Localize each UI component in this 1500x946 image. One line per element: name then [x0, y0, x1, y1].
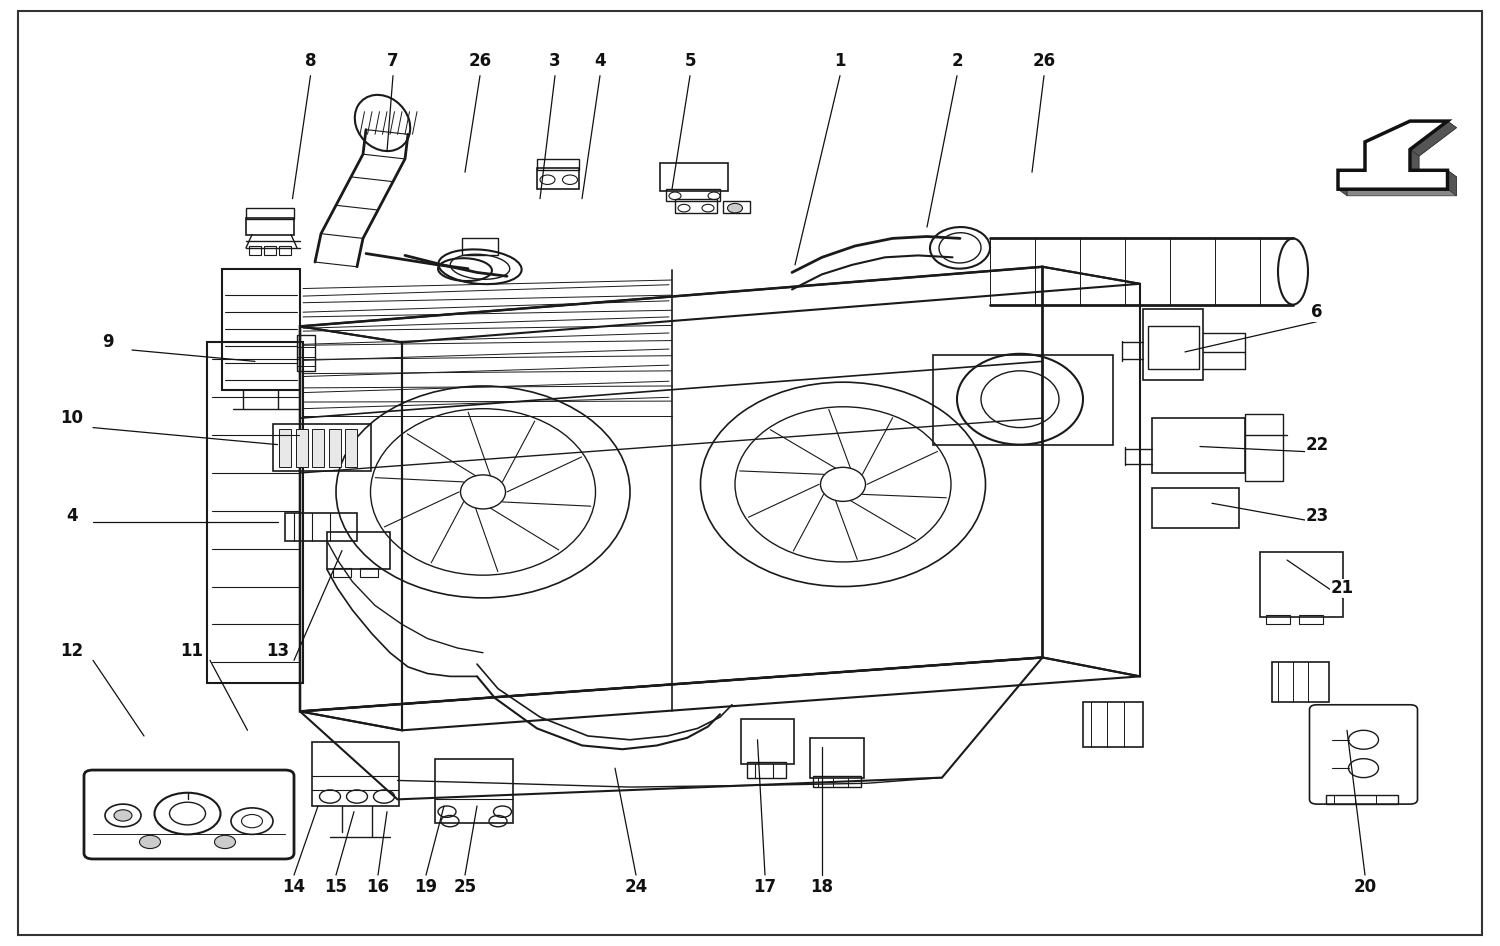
Bar — [435, 759, 513, 823]
Text: 2: 2 — [951, 52, 963, 71]
Polygon shape — [1410, 170, 1456, 177]
Ellipse shape — [114, 810, 132, 821]
Text: 1: 1 — [834, 52, 846, 71]
Bar — [273, 424, 370, 471]
Bar — [933, 355, 1113, 445]
Bar — [666, 189, 720, 201]
Text: 14: 14 — [282, 878, 306, 897]
Bar — [246, 208, 294, 219]
Text: 8: 8 — [304, 52, 316, 71]
Text: 17: 17 — [753, 878, 777, 897]
Bar — [1152, 418, 1245, 473]
Text: 24: 24 — [624, 878, 648, 897]
Bar — [1266, 615, 1290, 624]
Bar — [675, 199, 717, 213]
Bar — [264, 246, 276, 255]
Bar — [285, 513, 357, 541]
Text: 6: 6 — [1311, 303, 1323, 322]
Bar — [810, 738, 864, 778]
Polygon shape — [1448, 170, 1456, 196]
Bar — [207, 342, 303, 683]
Bar — [279, 246, 291, 255]
Ellipse shape — [728, 203, 742, 213]
Bar — [462, 238, 498, 255]
Bar — [297, 335, 315, 371]
Text: 13: 13 — [266, 641, 290, 660]
Bar — [333, 568, 351, 577]
Bar — [1143, 309, 1203, 380]
Text: 7: 7 — [387, 52, 399, 71]
Bar — [296, 429, 307, 467]
Bar — [1152, 488, 1239, 528]
Bar — [660, 163, 728, 191]
Ellipse shape — [214, 835, 236, 849]
Bar — [1083, 702, 1143, 747]
Bar — [249, 246, 261, 255]
Bar — [312, 429, 324, 467]
Text: 23: 23 — [1305, 506, 1329, 525]
Text: 15: 15 — [324, 878, 348, 897]
Bar — [537, 159, 579, 170]
Polygon shape — [1410, 121, 1456, 128]
Bar — [1148, 326, 1198, 369]
Text: 12: 12 — [60, 641, 84, 660]
Ellipse shape — [140, 835, 160, 849]
Text: 10: 10 — [60, 409, 84, 428]
Bar — [279, 429, 291, 467]
Text: 5: 5 — [684, 52, 696, 71]
Bar — [360, 568, 378, 577]
Text: 21: 21 — [1330, 579, 1354, 598]
Bar — [723, 201, 750, 213]
Bar — [222, 269, 300, 390]
Text: 26: 26 — [1032, 52, 1056, 71]
Text: 4: 4 — [66, 506, 78, 525]
Bar — [312, 742, 399, 806]
Bar — [1299, 615, 1323, 624]
Text: 19: 19 — [414, 878, 438, 897]
Text: 26: 26 — [468, 52, 492, 71]
Text: 25: 25 — [453, 878, 477, 897]
Polygon shape — [1338, 170, 1347, 196]
Text: 16: 16 — [366, 878, 390, 897]
Bar — [1326, 795, 1398, 804]
Text: 4: 4 — [594, 52, 606, 71]
Bar — [327, 532, 390, 569]
Bar — [1272, 662, 1329, 702]
Bar — [345, 429, 357, 467]
Bar — [741, 719, 794, 764]
Polygon shape — [1410, 149, 1419, 177]
Text: 11: 11 — [180, 641, 204, 660]
Bar — [813, 776, 861, 787]
Text: 20: 20 — [1353, 878, 1377, 897]
Bar — [1260, 552, 1342, 617]
Text: 18: 18 — [810, 878, 834, 897]
Bar — [246, 218, 294, 235]
Bar — [1245, 414, 1282, 481]
Polygon shape — [1347, 128, 1456, 196]
Text: 9: 9 — [102, 333, 114, 352]
Text: 3: 3 — [549, 52, 561, 71]
Bar — [537, 168, 579, 189]
Polygon shape — [1410, 121, 1456, 156]
Bar — [747, 762, 786, 778]
Polygon shape — [1338, 121, 1448, 189]
Bar — [328, 429, 340, 467]
Text: 22: 22 — [1305, 435, 1329, 454]
